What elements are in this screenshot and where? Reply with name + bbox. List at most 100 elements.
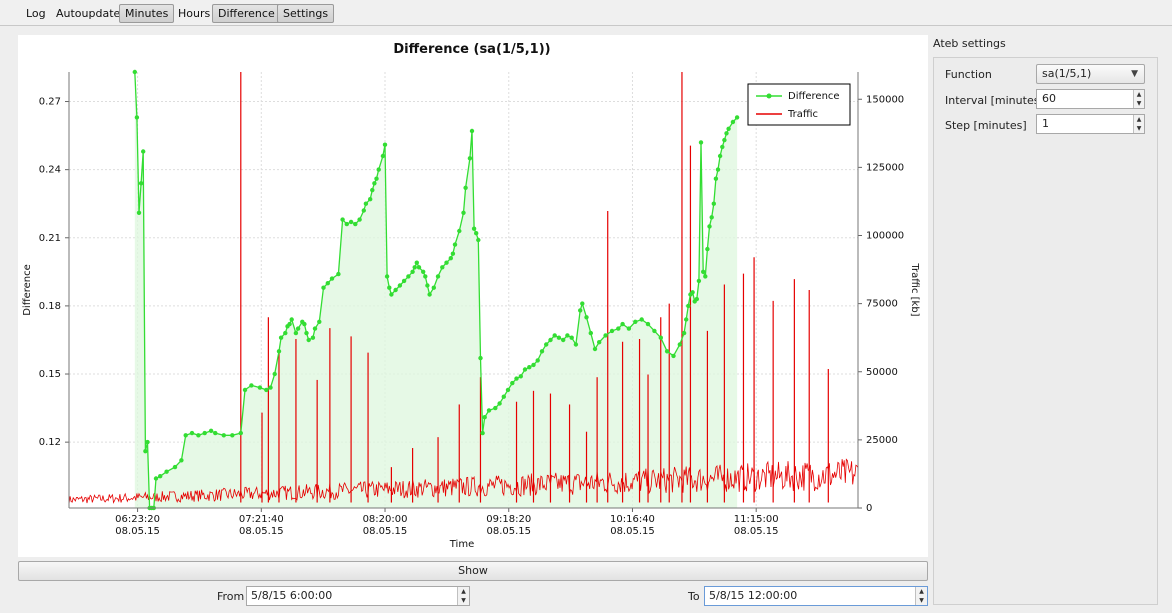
to-date-field[interactable]: 5/8/15 12:00:00 ▲ ▼ (704, 586, 928, 606)
difference-point (658, 335, 663, 340)
difference-area (134, 72, 738, 508)
difference-point (325, 281, 330, 286)
difference-point (720, 144, 725, 150)
difference-button[interactable]: Difference (212, 4, 281, 23)
log-button[interactable]: Log (26, 7, 46, 20)
difference-point (722, 137, 727, 143)
y2-tick-label: 25000 (866, 435, 898, 446)
difference-point (421, 269, 426, 274)
autoupdate-button[interactable]: Autoupdate (56, 7, 121, 20)
difference-point (713, 176, 719, 181)
difference-point (493, 405, 498, 411)
difference-point (639, 317, 644, 322)
difference-point (497, 401, 502, 406)
y-tick-label: 0.12 (39, 437, 61, 448)
x-tick-date-label: 08.05.15 (115, 526, 160, 537)
hours-button[interactable]: Hours (178, 7, 211, 20)
difference-point (145, 439, 150, 445)
difference-point (336, 271, 341, 277)
show-button[interactable]: Show (18, 561, 928, 581)
legend-box (747, 83, 851, 126)
spinner-arrows-icon[interactable]: ▲ ▼ (915, 587, 927, 605)
difference-series-layer (132, 69, 740, 511)
chart-panel: Difference (sa(1/5,1)) 06:23:20 08.05.15 0… (18, 35, 928, 557)
difference-point (514, 376, 519, 381)
difference-point (463, 185, 468, 190)
function-select[interactable]: sa(1/5,1) ▼ (1036, 64, 1145, 84)
difference-point (652, 328, 657, 334)
difference-point (450, 251, 456, 256)
minutes-button[interactable]: Minutes (119, 4, 175, 23)
difference-point (276, 349, 282, 354)
difference-point (189, 430, 195, 436)
difference-point (304, 330, 309, 336)
x-tick-label: 10:16:40 (610, 514, 655, 525)
difference-point (380, 153, 386, 159)
x-tick-date-label: 08.05.15 (363, 526, 408, 537)
y2-tick-label: 125000 (866, 162, 904, 173)
difference-point (310, 335, 316, 340)
step-spinner[interactable]: 1 ▲ ▼ (1036, 114, 1145, 134)
interval-label: Interval [minutes] (945, 94, 1044, 107)
difference-point (370, 187, 375, 193)
settings-button[interactable]: Settings (277, 4, 335, 23)
difference-point (556, 335, 562, 340)
difference-point (172, 464, 178, 470)
y2-tick-label: 50000 (866, 367, 898, 378)
difference-point (726, 126, 731, 131)
difference-point (565, 333, 570, 338)
interval-spinner[interactable]: 60 ▲ ▼ (1036, 89, 1145, 109)
spinner-arrows-icon[interactable]: ▲ ▼ (1133, 115, 1144, 133)
traffic-noise-line (68, 458, 859, 504)
x-tick-label: 07:21:40 (239, 514, 284, 525)
function-value: sa(1/5,1) (1042, 67, 1092, 80)
difference-point (469, 128, 475, 134)
chart-legend: Difference Traffic (747, 83, 851, 126)
difference-point (681, 330, 687, 336)
spinner-arrows-icon[interactable]: ▲ ▼ (457, 587, 469, 605)
difference-point (527, 365, 532, 370)
y2-tick-label: 100000 (866, 231, 904, 242)
difference-point (389, 292, 394, 297)
difference-point (717, 153, 723, 159)
difference-point (278, 335, 284, 340)
difference-point (196, 433, 201, 438)
difference-point (257, 385, 263, 390)
y2-tick-label: 75000 (866, 299, 898, 310)
y-tick-label: 0.21 (39, 233, 61, 244)
difference-point (376, 167, 381, 172)
y-tick-label: 0.27 (39, 97, 61, 108)
difference-point (249, 383, 254, 388)
difference-point (694, 296, 699, 302)
difference-point (724, 131, 729, 136)
chevron-down-icon: ▼ (1131, 69, 1138, 79)
legend-traffic-label: Traffic (787, 109, 818, 120)
difference-point (715, 167, 721, 172)
settings-title: Ateb settings (933, 37, 1006, 50)
difference-point (478, 355, 483, 361)
difference-point (444, 260, 449, 265)
x-tick-date-label: 08.05.15 (734, 526, 779, 537)
y-tick-label: 0.15 (39, 369, 61, 380)
x-tick-date-label: 08.05.15 (486, 526, 531, 537)
difference-chart: Difference (sa(1/5,1)) 06:23:2008.05.150… (22, 42, 920, 550)
difference-point (552, 333, 557, 338)
difference-point (671, 353, 676, 359)
y-tick-label: 0.18 (39, 301, 61, 312)
step-label: Step [minutes] (945, 119, 1027, 132)
difference-point (664, 349, 670, 354)
difference-point (461, 210, 466, 215)
from-date-field[interactable]: 5/8/15 6:00:00 ▲ ▼ (246, 586, 470, 606)
difference-area-layer (134, 72, 738, 508)
difference-point (410, 269, 415, 274)
difference-point (645, 321, 651, 327)
difference-point (393, 287, 398, 293)
difference-point (179, 458, 184, 463)
difference-point (431, 285, 436, 290)
difference-point (138, 181, 144, 186)
difference-point (705, 246, 710, 252)
chart-title: Difference (sa(1/5,1)) (393, 42, 550, 57)
step-value: 1 (1042, 117, 1049, 130)
spinner-arrows-icon[interactable]: ▲ ▼ (1133, 90, 1144, 108)
difference-point (588, 330, 593, 336)
